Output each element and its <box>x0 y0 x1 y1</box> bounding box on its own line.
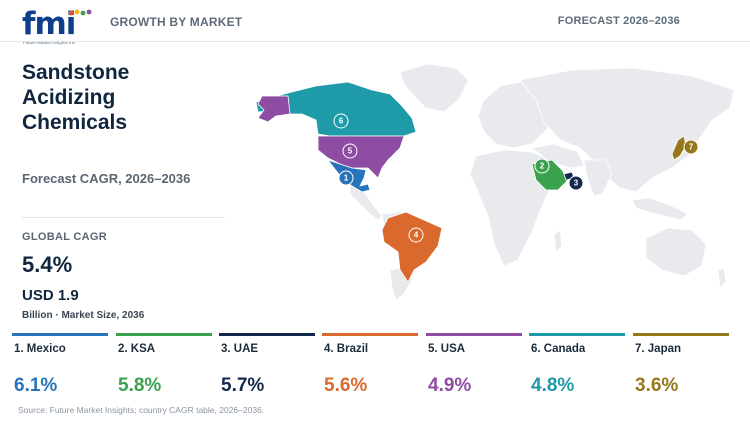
badge-brazil: 4 <box>408 227 424 243</box>
page-subtitle: Forecast CAGR, 2026–2036 <box>22 171 191 186</box>
card-usa: 5. USA 4.9% <box>426 333 522 399</box>
country-cards: 1. Mexico 6.1% 2. KSA 5.8% 3. UAE 5.7% 4… <box>12 333 738 399</box>
header-divider <box>0 41 750 42</box>
india-shape <box>583 159 613 197</box>
world-map: 1 2 3 4 5 6 7 <box>255 63 735 301</box>
card-ksa: 2. KSA 5.8% <box>116 333 212 399</box>
card-brazil: 4. Brazil 5.6% <box>322 333 418 399</box>
card-mexico-name: 1. Mexico <box>14 343 66 355</box>
brazil-shape <box>381 211 443 283</box>
card-mexico-cagr: 6.1% <box>14 375 58 396</box>
page-title: Sandstone Acidizing Chemicals <box>22 61 130 134</box>
panel-divider <box>22 217 225 218</box>
badge-japan: 7 <box>683 139 699 155</box>
card-uae: 3. UAE 5.7% <box>219 333 315 399</box>
logo-text: fmi <box>22 6 76 42</box>
card-brazil-cagr: 5.6% <box>324 375 368 396</box>
badge-usa-label: 5 <box>348 147 353 156</box>
badge-ksa: 2 <box>534 158 550 174</box>
card-usa-bar <box>426 333 522 336</box>
forecast-label: FORECAST 2026–2036 <box>557 15 680 27</box>
card-japan: 7. Japan 3.6% <box>633 333 729 399</box>
card-uae-name: 3. UAE <box>221 343 259 355</box>
card-canada-name: 6. Canada <box>531 343 586 355</box>
badge-canada: 6 <box>333 113 349 129</box>
global-cagr-value: 5.4% <box>22 252 73 277</box>
card-ksa-cagr: 5.8% <box>118 375 162 396</box>
badge-uae: 3 <box>568 175 584 191</box>
global-cagr-label: GLOBAL CAGR <box>22 231 107 243</box>
section-label: GROWTH BY MARKET <box>110 15 243 29</box>
fmi-logo: fmi Future Market Insights Inc. <box>22 7 94 47</box>
card-ksa-name: 2. KSA <box>118 343 156 355</box>
australia-shape <box>645 227 707 277</box>
card-japan-name: 7. Japan <box>635 343 682 355</box>
card-mexico-bar <box>12 333 108 336</box>
card-japan-cagr: 3.6% <box>635 375 679 396</box>
asia-shape <box>519 67 735 193</box>
card-mexico: 1. Mexico 6.1% <box>12 333 108 399</box>
card-canada: 6. Canada 4.8% <box>529 333 625 399</box>
badge-canada-label: 6 <box>339 117 344 126</box>
badge-brazil-label: 4 <box>414 231 419 240</box>
card-usa-name: 5. USA <box>428 343 466 355</box>
card-canada-cagr: 4.8% <box>531 375 575 396</box>
card-brazil-bar <box>322 333 418 336</box>
market-size-value: USD 1.9 <box>22 287 79 304</box>
badge-usa: 5 <box>342 143 358 159</box>
badge-mexico: 1 <box>338 170 354 186</box>
badge-japan-label: 7 <box>689 143 694 152</box>
central-america-shape <box>349 183 383 221</box>
usa-shape <box>317 135 405 179</box>
card-brazil-name: 4. Brazil <box>324 343 369 355</box>
africa-shape <box>469 149 553 267</box>
card-uae-bar <box>219 333 315 336</box>
card-usa-cagr: 4.9% <box>428 375 472 396</box>
alaska-shape <box>257 95 291 123</box>
japan-shape <box>671 135 687 161</box>
logo-tagline: Future Market Insights Inc. <box>23 40 77 45</box>
southeast-asia-shape <box>631 197 689 221</box>
new-zealand-shape <box>717 267 727 289</box>
market-size-note: Billion · Market Size, 2036 <box>22 310 145 321</box>
card-japan-bar <box>633 333 729 336</box>
madagascar-shape <box>553 229 563 253</box>
logo-figures-icon <box>68 9 92 16</box>
badge-ksa-label: 2 <box>540 162 545 171</box>
card-canada-bar <box>529 333 625 336</box>
card-uae-cagr: 5.7% <box>221 375 265 396</box>
source-note: Source: Future Market Insights; country … <box>18 405 265 415</box>
card-ksa-bar <box>116 333 212 336</box>
badge-uae-label: 3 <box>574 179 579 188</box>
badge-mexico-label: 1 <box>344 174 349 183</box>
greenland-shape <box>399 63 469 113</box>
